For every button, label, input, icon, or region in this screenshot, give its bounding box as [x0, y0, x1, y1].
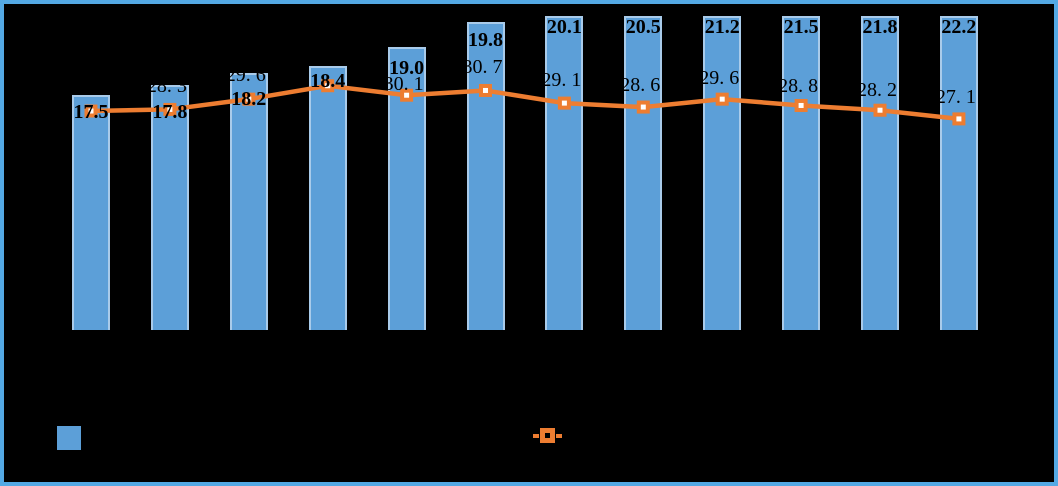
legend — [4, 4, 1054, 482]
bar-value-label: 17.8 — [152, 101, 188, 124]
line-point-marker-center — [404, 92, 410, 98]
bar — [545, 16, 584, 330]
bar — [703, 16, 742, 330]
line-value-label: 28. 6 — [620, 74, 661, 97]
line-point-marker-center — [877, 107, 883, 113]
legend-line-right-stub — [556, 433, 562, 438]
line-value-label: 28. 2 — [857, 79, 897, 102]
plot-area: 17.5 17.8 18.2 18.4 19.0 19.8 20.1 20.5 21.2 21.5… — [4, 4, 1054, 482]
bar — [72, 94, 110, 330]
line-series — [84, 79, 966, 126]
bar-value-label: 19.0 — [389, 57, 425, 80]
line-value-label: 27. 1 — [935, 85, 976, 108]
line-point-marker-center — [246, 96, 252, 102]
bar — [229, 72, 268, 330]
line-value-label: 29. 1 — [541, 69, 582, 92]
bar-value-label: 19.8 — [468, 29, 503, 52]
line-point-marker-center — [483, 87, 488, 93]
legend-bar-swatch-icon — [57, 426, 81, 450]
bar — [939, 16, 978, 330]
legend-line-square-center — [545, 433, 550, 438]
bar-value-label: 17.5 — [73, 100, 109, 123]
bar-value-label: 21.2 — [704, 16, 740, 38]
bar-value-label: 18.2 — [231, 87, 267, 110]
line-point-marker-center — [561, 100, 567, 106]
line-point-marker-center — [798, 102, 804, 108]
line-value-label: 29. 6 — [225, 64, 266, 87]
bar — [782, 16, 821, 330]
bar — [150, 85, 189, 330]
line-value-label: 29. 6 — [699, 67, 740, 90]
legend-line-left-stub — [533, 433, 539, 438]
bar-value-label: 20.5 — [625, 16, 661, 38]
bar-value-label: 20.1 — [546, 16, 582, 38]
bar-value-label: 21.8 — [862, 16, 898, 38]
bar-value-label: 22.2 — [941, 16, 977, 38]
line-point-marker-center — [88, 108, 94, 114]
legend-line-marker-icon — [533, 428, 562, 443]
line-value-label: 28. 8 — [778, 75, 819, 98]
line-point-marker-center — [167, 106, 173, 112]
bar — [624, 16, 663, 330]
bar-value-label: 21.5 — [783, 16, 819, 38]
line-value-label: 30. 1 — [383, 73, 424, 96]
bar — [308, 66, 347, 330]
line-point-marker-center — [325, 83, 331, 89]
line-value-label: 28. 1 — [68, 75, 108, 97]
bar — [861, 16, 899, 330]
bar — [466, 22, 505, 330]
line-value-label: 28. 3 — [146, 75, 187, 98]
line-point-marker-center — [719, 96, 725, 102]
line-point-marker-center — [640, 104, 646, 110]
line-point-marker-center — [956, 116, 962, 122]
line-value-label: 30. 7 — [462, 56, 503, 79]
line — [90, 83, 960, 122]
line-value-label: 31. 3 — [304, 46, 345, 69]
bar-value-label: 18.4 — [310, 70, 346, 93]
